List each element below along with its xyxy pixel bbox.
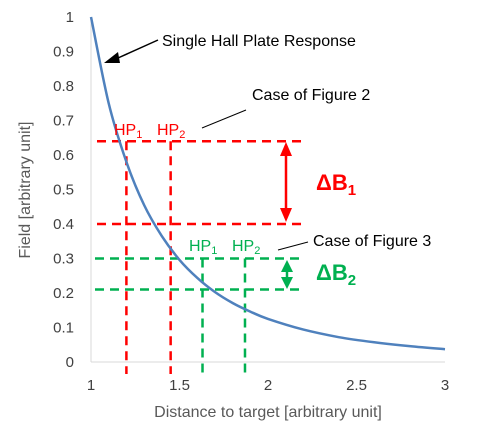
x-axis-title: Distance to target [arbitrary unit] (154, 404, 382, 421)
x-tick-label: 2 (264, 377, 272, 394)
case3-label: Case of Figure 3 (313, 233, 431, 250)
delta-b1-arrowhead-down (280, 208, 292, 222)
x-tick-label: 2.5 (346, 377, 367, 394)
series-line-hall-plate-response (89, 16, 446, 351)
x-tick-labels: 1 1.5 2 2.5 3 (87, 377, 449, 394)
y-tick-label: 0 (66, 354, 74, 371)
case3-hp1-label: HP1 (189, 238, 217, 257)
y-tick-label: 0.3 (53, 251, 74, 268)
y-tick-label: 0.5 (53, 182, 74, 199)
y-tick-label: 0.8 (53, 78, 74, 95)
y-axis-title: Field [arbitrary unit] (17, 122, 34, 259)
case2-leader (201, 109, 247, 129)
case2-hp1-label: HP1 (114, 122, 142, 141)
curve-label: Single Hall Plate Response (162, 33, 356, 50)
case3-hp2-label: HP2 (232, 238, 260, 257)
delta-b2-arrowhead-up (281, 260, 293, 272)
y-tick-labels: 0 0.1 0.2 0.3 0.4 0.5 0.6 0.7 0.8 0.9 1 (53, 9, 74, 371)
x-tick-label: 3 (441, 377, 449, 394)
delta-b2-arrowhead-down (281, 277, 293, 289)
guide-lines (95, 139, 305, 374)
delta-b1-arrowhead-up (280, 142, 292, 156)
y-tick-label: 0.1 (53, 320, 74, 337)
x-tick-label: 1 (87, 377, 95, 394)
y-tick-label: 1 (66, 9, 74, 26)
case2-hp2-label: HP2 (157, 122, 185, 141)
y-tick-label: 0.7 (53, 113, 74, 130)
y-tick-label: 0.6 (53, 147, 74, 164)
curve-label-arrow (117, 39, 159, 59)
delta-b1-label: ΔB1 (316, 170, 356, 199)
y-tick-label: 0.9 (53, 44, 74, 61)
delta-b2-label: ΔB2 (316, 260, 356, 289)
y-tick-label: 0.4 (53, 216, 74, 233)
case2-label: Case of Figure 2 (252, 87, 370, 104)
x-tick-label: 1.5 (169, 377, 190, 394)
case3-leader (277, 241, 309, 251)
curve-label-arrowhead (104, 52, 120, 63)
y-tick-label: 0.2 (53, 285, 74, 302)
